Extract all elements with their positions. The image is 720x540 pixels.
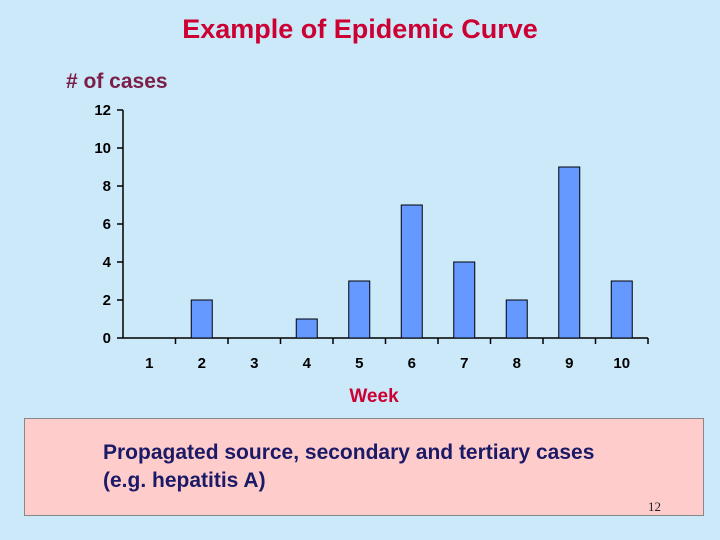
note-line-2: (e.g. hepatitis A) — [103, 469, 266, 492]
x-tick-label: 4 — [303, 355, 312, 372]
x-tick-label: 6 — [408, 355, 416, 372]
bar-week-6 — [400, 204, 423, 339]
x-tick-label: 1 — [145, 355, 153, 372]
x-tick-labels: 1 2 3 4 5 6 7 8 9 10 — [145, 355, 630, 372]
slide-title: Example of Epidemic Curve — [182, 14, 538, 44]
bar-week-10 — [610, 280, 633, 339]
bar-week-8 — [505, 299, 528, 339]
bar-week-9 — [558, 166, 581, 339]
y-tick-label: 6 — [103, 216, 111, 233]
y-axis-label: # of cases — [66, 70, 168, 93]
y-tick-label: 12 — [94, 102, 111, 119]
y-tick-labels: 0 2 4 6 8 10 12 — [94, 102, 111, 347]
y-tick-label: 0 — [103, 330, 111, 347]
y-tick-label: 2 — [103, 292, 111, 309]
y-tick-label: 10 — [94, 140, 111, 157]
x-axis-label: Week — [349, 386, 399, 407]
page-number: 12 — [648, 499, 661, 514]
note-text: Propagated source, secondary and tertiar… — [103, 439, 594, 495]
y-tick-label: 8 — [103, 178, 111, 195]
x-tick-label: 5 — [355, 355, 363, 372]
x-tick-label: 9 — [565, 355, 573, 372]
x-tick-label: 7 — [460, 355, 468, 372]
bar-week-4 — [295, 318, 318, 339]
bar-week-7 — [453, 261, 476, 339]
chart-bars — [190, 166, 633, 339]
note-line-1: Propagated source, secondary and tertiar… — [103, 441, 595, 464]
bar-week-5 — [348, 280, 371, 339]
y-tick-label: 4 — [103, 254, 112, 271]
x-tick-label: 10 — [613, 355, 630, 372]
x-tick-label: 3 — [250, 355, 258, 372]
x-tick-label: 2 — [198, 355, 206, 372]
x-tick-label: 8 — [513, 355, 521, 372]
note-box: Propagated source, secondary and tertiar… — [24, 418, 704, 516]
bar-week-2 — [190, 299, 213, 339]
